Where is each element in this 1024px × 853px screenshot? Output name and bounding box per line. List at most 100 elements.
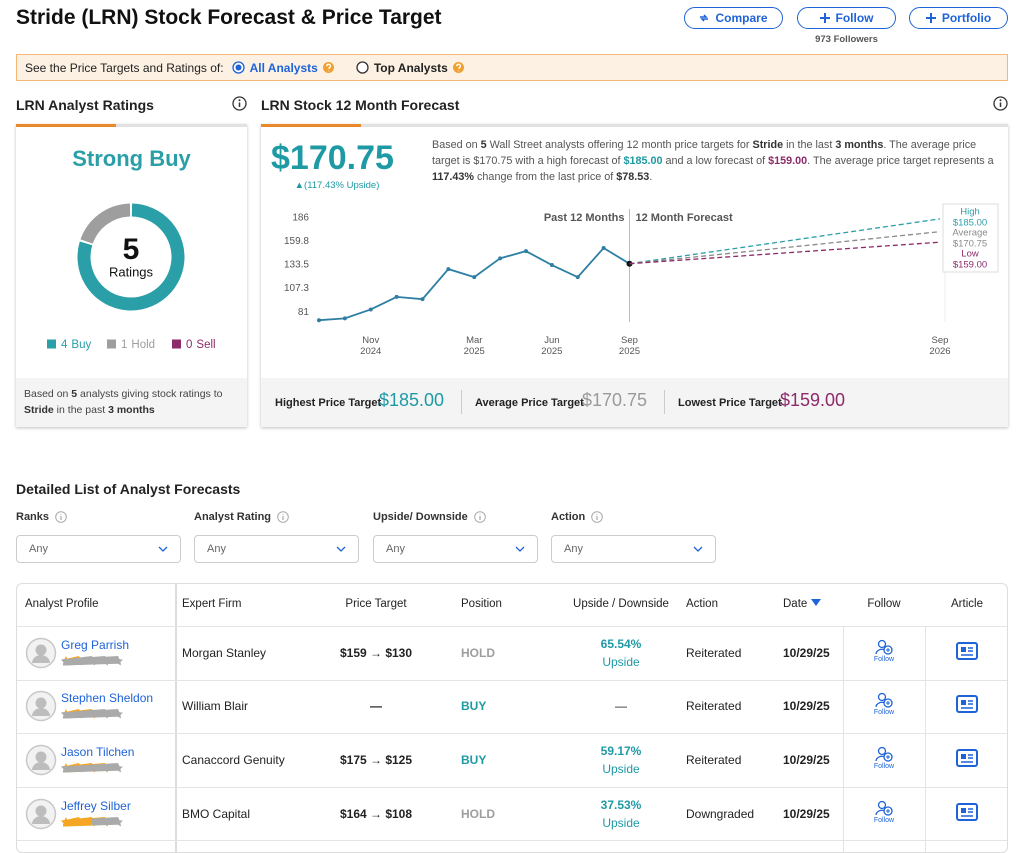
ratings-note: Based on 5 analysts giving stock ratings… <box>16 378 247 427</box>
desc-text: . <box>649 171 653 183</box>
filter-label-text: Upside/ Downside <box>373 511 468 523</box>
column-header[interactable]: Date <box>783 598 822 610</box>
filter-dropdown[interactable]: Any <box>194 535 359 563</box>
article-icon[interactable] <box>956 802 978 821</box>
desc-text: $159.00 <box>768 155 808 167</box>
avatar-head <box>35 644 47 656</box>
analyst-filter-bar: See the Price Targets and Ratings of: Al… <box>16 54 1008 81</box>
column-header: Upside / Downside <box>573 598 669 610</box>
follow-icon[interactable] <box>874 800 894 816</box>
star <box>61 763 123 773</box>
article-lines <box>961 647 973 656</box>
desc-text: in the last <box>783 139 836 151</box>
consensus-rating: Strong Buy <box>72 146 191 171</box>
follow-plus <box>886 755 890 759</box>
info-icon <box>591 511 604 523</box>
section-heading: LRN Stock 12 Month Forecast <box>261 97 460 113</box>
follow-icon[interactable] <box>874 746 894 762</box>
article-frame <box>956 641 978 660</box>
price-target: $159 → $130 <box>339 645 413 660</box>
column-header: Article <box>951 598 983 610</box>
follow-label: Follow <box>873 655 895 663</box>
info-circle <box>473 511 486 523</box>
filter-label: Action <box>551 511 604 523</box>
separator <box>461 390 462 414</box>
summary-value: $159.00 <box>780 390 846 410</box>
follow-label: Follow <box>873 816 895 824</box>
article-icon[interactable] <box>956 695 978 714</box>
star <box>61 709 123 719</box>
avatar <box>25 744 57 776</box>
avatar-head <box>35 805 47 817</box>
analyst-table: Analyst Profile Expert Firm Price Target Po… <box>16 583 1008 853</box>
article-frame <box>956 749 978 767</box>
position: HOLD <box>461 806 495 821</box>
separator <box>664 390 665 414</box>
filter-dropdown[interactable]: Any <box>551 535 716 563</box>
follow-label: Follow <box>873 763 895 770</box>
note-text: 3 months <box>108 404 155 416</box>
article-image <box>961 754 966 759</box>
follow-button[interactable]: Follow <box>797 7 896 29</box>
radio <box>231 61 245 74</box>
row-divider <box>17 786 1007 788</box>
filter-label: Upside/ Downside <box>373 511 486 523</box>
desc-text: Stride <box>752 139 784 151</box>
avatar-body <box>32 815 50 824</box>
follow-head <box>877 639 887 648</box>
desc-text: Wall Street analysts offering 12 month p… <box>486 139 753 151</box>
desc-text: $185.00 <box>623 155 663 167</box>
radio-ring <box>356 61 369 74</box>
article-lines <box>961 700 973 710</box>
radio <box>356 61 369 74</box>
chevron-path <box>515 546 525 552</box>
filter-label: Analyst Rating <box>194 511 289 523</box>
row-divider <box>17 626 1007 627</box>
column-header: Action <box>686 598 718 610</box>
upside: 59.17% <box>600 744 642 758</box>
date: 10/29/25 <box>783 699 830 714</box>
filter-dropdown[interactable]: Any <box>16 535 181 563</box>
article-icon[interactable] <box>956 749 978 767</box>
date: 10/29/25 <box>783 806 830 821</box>
analyst-name[interactable]: Jeffrey Silber <box>61 798 131 813</box>
follow-head <box>877 800 887 809</box>
article-icon[interactable] <box>956 641 978 660</box>
summary-label: Average Price Target <box>475 397 584 409</box>
plus-icon <box>819 13 830 23</box>
info-icon <box>55 511 67 523</box>
filter-dropdown[interactable]: Any <box>373 535 538 563</box>
action: Downgraded <box>686 806 755 821</box>
avatar <box>25 691 57 722</box>
upside: — <box>615 699 627 714</box>
help-circle <box>452 62 464 73</box>
chevron <box>158 546 168 552</box>
star-rating <box>61 655 123 666</box>
button-label: Follow <box>835 11 874 25</box>
summary-label: Lowest Price Target <box>678 397 782 409</box>
info-icon[interactable] <box>993 96 1008 111</box>
action: Reiterated <box>686 645 742 660</box>
desc-text: 3 months <box>835 139 884 151</box>
column-divider <box>843 626 844 852</box>
filter-label: See the Price Targets and Ratings of: <box>25 60 224 75</box>
radio-dot <box>235 64 242 71</box>
desc-text: and a low forecast of <box>662 155 769 167</box>
upside-label: Upside <box>602 654 640 669</box>
dropdown-value: Any <box>207 543 226 555</box>
filter-option[interactable]: Top Analysts <box>356 61 464 75</box>
desc-text: Based on <box>432 139 481 151</box>
follow-icon[interactable] <box>874 639 894 655</box>
info-icon[interactable] <box>232 96 247 111</box>
column-divider <box>175 584 177 852</box>
filter-label-text: Ranks <box>16 511 50 523</box>
portfolio-button[interactable]: Portfolio <box>909 7 1008 29</box>
analyst-name[interactable]: Stephen Sheldon <box>61 691 154 706</box>
analyst-name[interactable]: Greg Parrish <box>61 637 130 652</box>
follow-icon[interactable] <box>874 692 894 709</box>
analyst-name[interactable]: Jason Tilchen <box>61 745 135 759</box>
article-frame <box>956 802 978 821</box>
filter-option[interactable]: All Analysts <box>231 61 334 75</box>
follow-label: Follow <box>873 709 895 717</box>
compare-button[interactable]: Compare <box>684 7 783 29</box>
